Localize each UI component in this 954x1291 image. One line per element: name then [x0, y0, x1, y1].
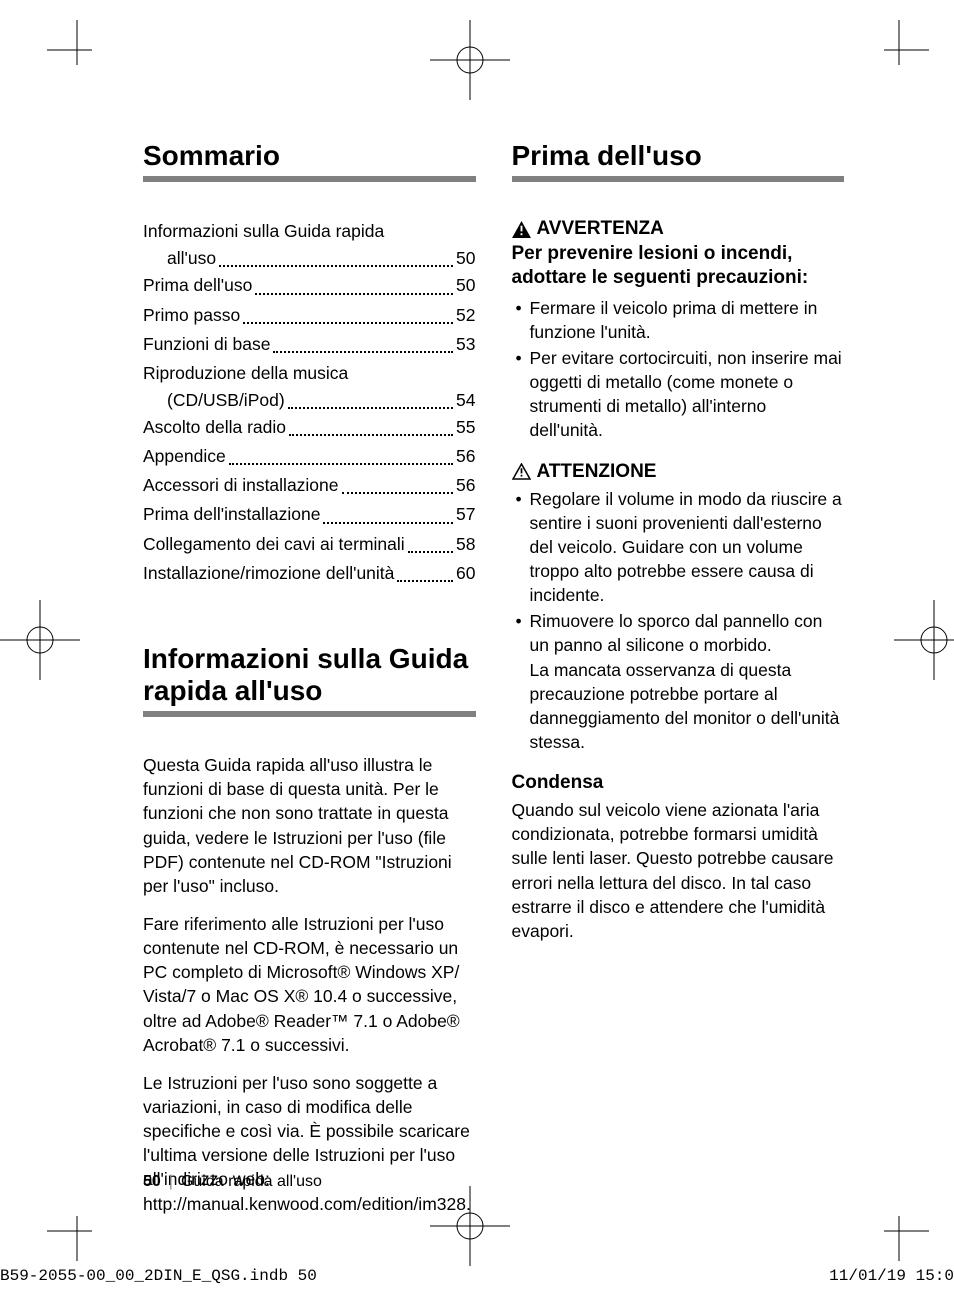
section-title-info: Informazioni sulla Guida rapida all'uso — [143, 643, 476, 717]
warning-label: AVVERTENZA — [537, 218, 664, 240]
table-of-contents: Informazioni sulla Guida rapidaall'uso 50… — [143, 218, 476, 587]
warning-icon — [512, 221, 531, 238]
toc-item: Installazione/rimozione dell'unità 60 — [143, 560, 476, 587]
section-title-prima: Prima dell'uso — [512, 140, 845, 182]
toc-label: Primo passo — [143, 302, 240, 329]
toc-page: 56 — [456, 443, 475, 470]
toc-label: Collegamento dei cavi ai terminali — [143, 531, 405, 558]
warning-bullets: Fermare il veicolo prima di mettere in f… — [512, 296, 845, 443]
crop-mark-tr — [869, 20, 929, 80]
section-title-sommario: Sommario — [143, 140, 476, 182]
toc-item: Prima dell'uso 50 — [143, 272, 476, 299]
toc-label: Appendice — [143, 443, 226, 470]
crop-mark-bl — [47, 1201, 107, 1261]
toc-page: 60 — [456, 560, 475, 587]
footer-label: Guida rapida all'uso — [181, 1173, 322, 1191]
toc-label: Funzioni di base — [143, 331, 270, 358]
toc-label: Prima dell'uso — [143, 272, 252, 299]
toc-label: Installazione/rimozione dell'unità — [143, 560, 394, 587]
warning-header: AVVERTENZA — [512, 218, 845, 240]
toc-label: Ascolto della radio — [143, 414, 286, 441]
toc-page: 56 — [456, 472, 475, 499]
toc-page: 57 — [456, 501, 475, 528]
info-para-2: Fare riferimento alle Istruzioni per l'u… — [143, 912, 476, 1057]
warning-subhead: Per prevenire lesioni o incendi, adottar… — [512, 242, 845, 290]
caution-header: ATTENZIONE — [512, 461, 845, 483]
toc-page: 50 — [456, 245, 475, 272]
toc-page: 58 — [456, 531, 475, 558]
toc-item: Informazioni sulla Guida rapidaall'uso 50 — [143, 218, 476, 272]
toc-item: Appendice 56 — [143, 443, 476, 470]
footer-divider: | — [169, 1173, 173, 1191]
toc-label: Informazioni sulla Guida rapida — [143, 218, 476, 245]
caution-bullets: Regolare il volume in modo da riuscire a… — [512, 487, 845, 755]
toc-page: 53 — [456, 331, 475, 358]
print-filename: B59-2055-00_00_2DIN_E_QSG.indb 50 — [0, 1267, 317, 1285]
toc-label: Prima dell'installazione — [143, 501, 320, 528]
toc-page: 55 — [456, 414, 475, 441]
toc-item: Ascolto della radio 55 — [143, 414, 476, 441]
toc-item: Riproduzione della musica(CD/USB/iPod) 54 — [143, 360, 476, 414]
page-number: 50 — [143, 1173, 161, 1191]
toc-label: Accessori di installazione — [143, 472, 339, 499]
caution-label: ATTENZIONE — [537, 461, 657, 483]
list-item: Rimuovere lo sporco dal pannello con un … — [512, 609, 845, 754]
info-para-1: Questa Guida rapida all'uso illustra le … — [143, 753, 476, 898]
page-footer: 50 | Guida rapida all'uso — [143, 1173, 322, 1191]
registration-mark-bottom — [430, 1186, 510, 1266]
toc-sublabel: (CD/USB/iPod) — [167, 387, 285, 414]
crop-mark-tl — [47, 20, 107, 80]
registration-mark-right — [894, 600, 954, 680]
condensa-body: Quando sul veicolo viene azionata l'aria… — [512, 798, 845, 943]
toc-label: Riproduzione della musica — [143, 360, 476, 387]
list-item: Fermare il veicolo prima di mettere in f… — [512, 296, 845, 344]
condensa-head: Condensa — [512, 772, 845, 794]
print-timestamp: 11/01/19 15:0 — [829, 1267, 954, 1285]
toc-item: Accessori di installazione 56 — [143, 472, 476, 499]
toc-sublabel: all'uso — [167, 245, 216, 272]
list-item: Per evitare cortocircuiti, non inserire … — [512, 346, 845, 443]
toc-item: Collegamento dei cavi ai terminali 58 — [143, 531, 476, 558]
registration-mark-left — [0, 600, 80, 680]
toc-item: Funzioni di base 53 — [143, 331, 476, 358]
toc-page: 52 — [456, 302, 475, 329]
toc-item: Primo passo 52 — [143, 302, 476, 329]
info-para-3: Le Istruzioni per l'uso sono soggette a … — [143, 1071, 476, 1216]
caution-icon — [512, 463, 531, 480]
registration-mark-top — [430, 20, 510, 100]
toc-page: 50 — [456, 272, 475, 299]
crop-mark-br — [869, 1201, 929, 1261]
toc-item: Prima dell'installazione 57 — [143, 501, 476, 528]
toc-page: 54 — [456, 387, 475, 414]
list-item: Regolare il volume in modo da riuscire a… — [512, 487, 845, 608]
